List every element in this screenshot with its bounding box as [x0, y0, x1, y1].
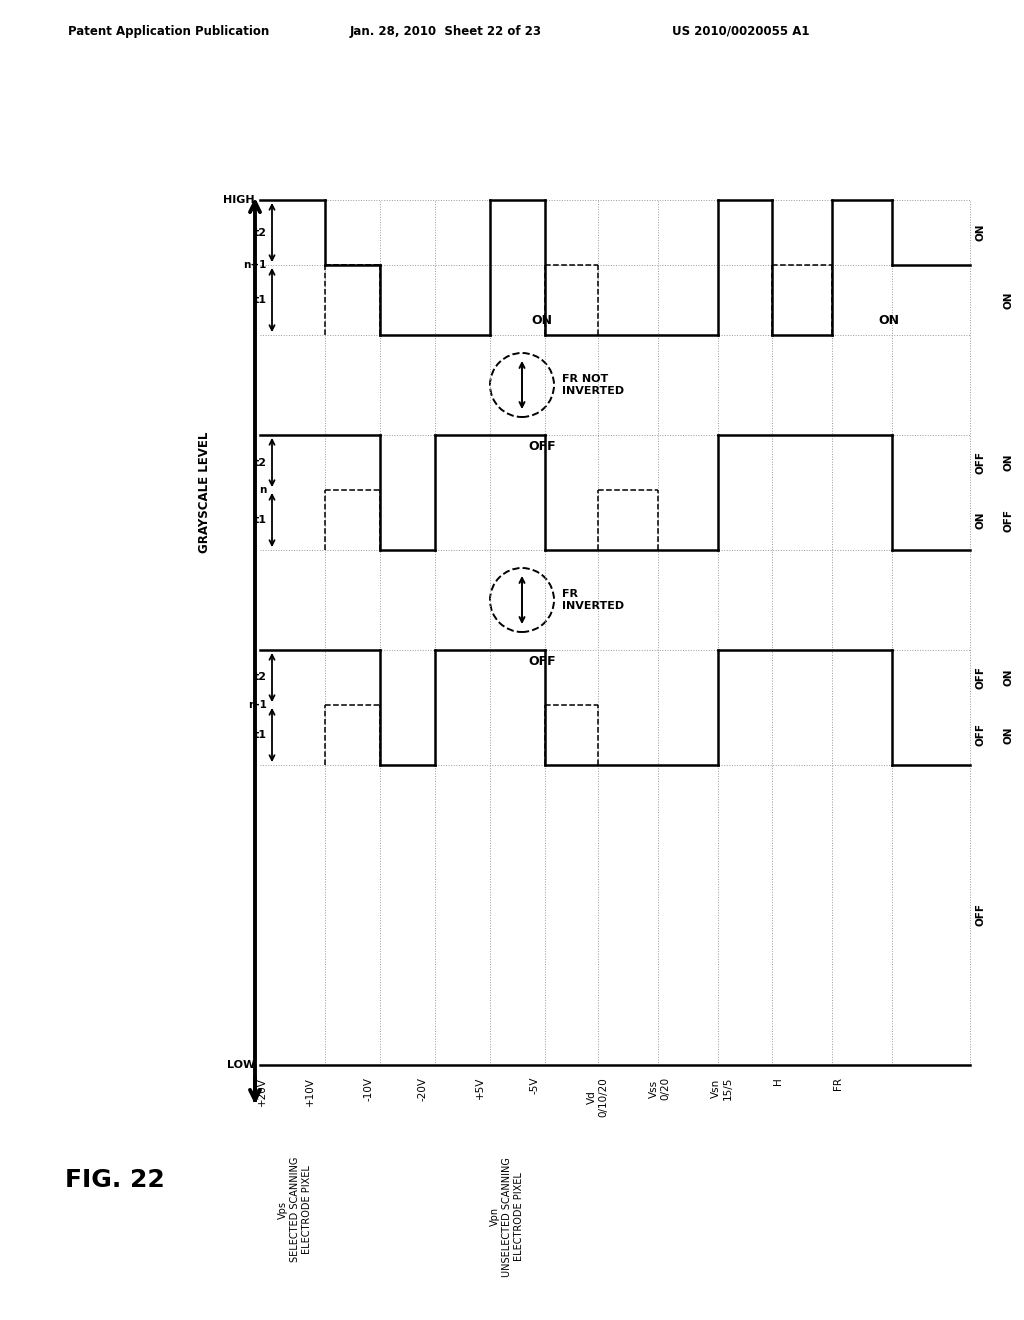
- Text: FR NOT
INVERTED: FR NOT INVERTED: [562, 374, 624, 396]
- Text: t1: t1: [254, 294, 267, 305]
- Text: t2: t2: [254, 458, 267, 467]
- Text: t2: t2: [254, 227, 267, 238]
- Text: US 2010/0020055 A1: US 2010/0020055 A1: [672, 25, 810, 38]
- Text: Vd
0/10/20: Vd 0/10/20: [587, 1077, 609, 1117]
- Text: H: H: [773, 1077, 783, 1085]
- Text: ON: ON: [1004, 292, 1014, 309]
- Text: OFF: OFF: [976, 903, 986, 927]
- Text: ON: ON: [1004, 454, 1014, 471]
- Text: Patent Application Publication: Patent Application Publication: [68, 25, 269, 38]
- Text: OFF: OFF: [976, 723, 986, 747]
- Text: -10V: -10V: [362, 1077, 373, 1101]
- Text: Vpn
UNSELECTED SCANNING
ELECTRODE PIXEL: Vpn UNSELECTED SCANNING ELECTRODE PIXEL: [490, 1158, 523, 1276]
- Text: ON: ON: [1004, 669, 1014, 686]
- Text: ON: ON: [976, 224, 986, 242]
- Text: n: n: [260, 484, 267, 495]
- Text: n+1: n+1: [244, 260, 267, 271]
- Text: GRAYSCALE LEVEL: GRAYSCALE LEVEL: [199, 432, 212, 553]
- Text: LOW: LOW: [226, 1060, 255, 1071]
- Text: t1: t1: [254, 515, 267, 525]
- Text: t1: t1: [254, 730, 267, 741]
- Text: ON: ON: [976, 511, 986, 529]
- Text: +5V: +5V: [475, 1077, 485, 1100]
- Text: OFF: OFF: [976, 451, 986, 474]
- Text: n-1: n-1: [248, 700, 267, 710]
- Text: -5V: -5V: [530, 1077, 540, 1094]
- Text: ON: ON: [531, 314, 553, 327]
- Text: ON: ON: [1004, 726, 1014, 743]
- Text: Vsn
15/5: Vsn 15/5: [712, 1077, 733, 1101]
- Text: Jan. 28, 2010  Sheet 22 of 23: Jan. 28, 2010 Sheet 22 of 23: [350, 25, 542, 38]
- Text: OFF: OFF: [528, 440, 556, 453]
- Text: t2: t2: [254, 672, 267, 682]
- Text: FR: FR: [833, 1077, 843, 1090]
- Text: -20V: -20V: [417, 1077, 427, 1101]
- Text: ON: ON: [879, 314, 899, 327]
- Text: FIG. 22: FIG. 22: [65, 1168, 165, 1192]
- Text: OFF: OFF: [976, 667, 986, 689]
- Text: Vss
0/20: Vss 0/20: [649, 1077, 671, 1100]
- Text: Vps
SELECTED SCANNING
ELECTRODE PIXEL: Vps SELECTED SCANNING ELECTRODE PIXEL: [279, 1158, 311, 1262]
- Text: FR
INVERTED: FR INVERTED: [562, 589, 624, 611]
- Text: OFF: OFF: [528, 655, 556, 668]
- Text: +20V: +20V: [257, 1077, 267, 1106]
- Text: +10V: +10V: [305, 1077, 315, 1106]
- Text: HIGH: HIGH: [223, 195, 255, 205]
- Text: OFF: OFF: [1004, 508, 1014, 532]
